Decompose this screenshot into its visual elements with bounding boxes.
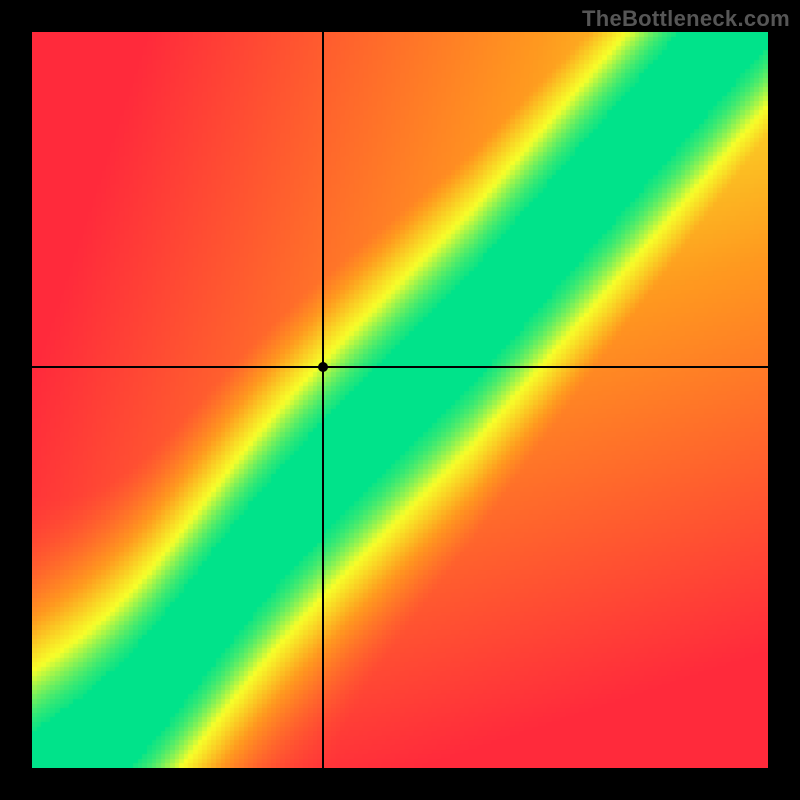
- heatmap-canvas: [32, 32, 768, 768]
- marker-dot: [318, 362, 328, 372]
- watermark-text: TheBottleneck.com: [582, 6, 790, 32]
- crosshair-vertical: [322, 32, 324, 768]
- crosshair-horizontal: [32, 366, 768, 368]
